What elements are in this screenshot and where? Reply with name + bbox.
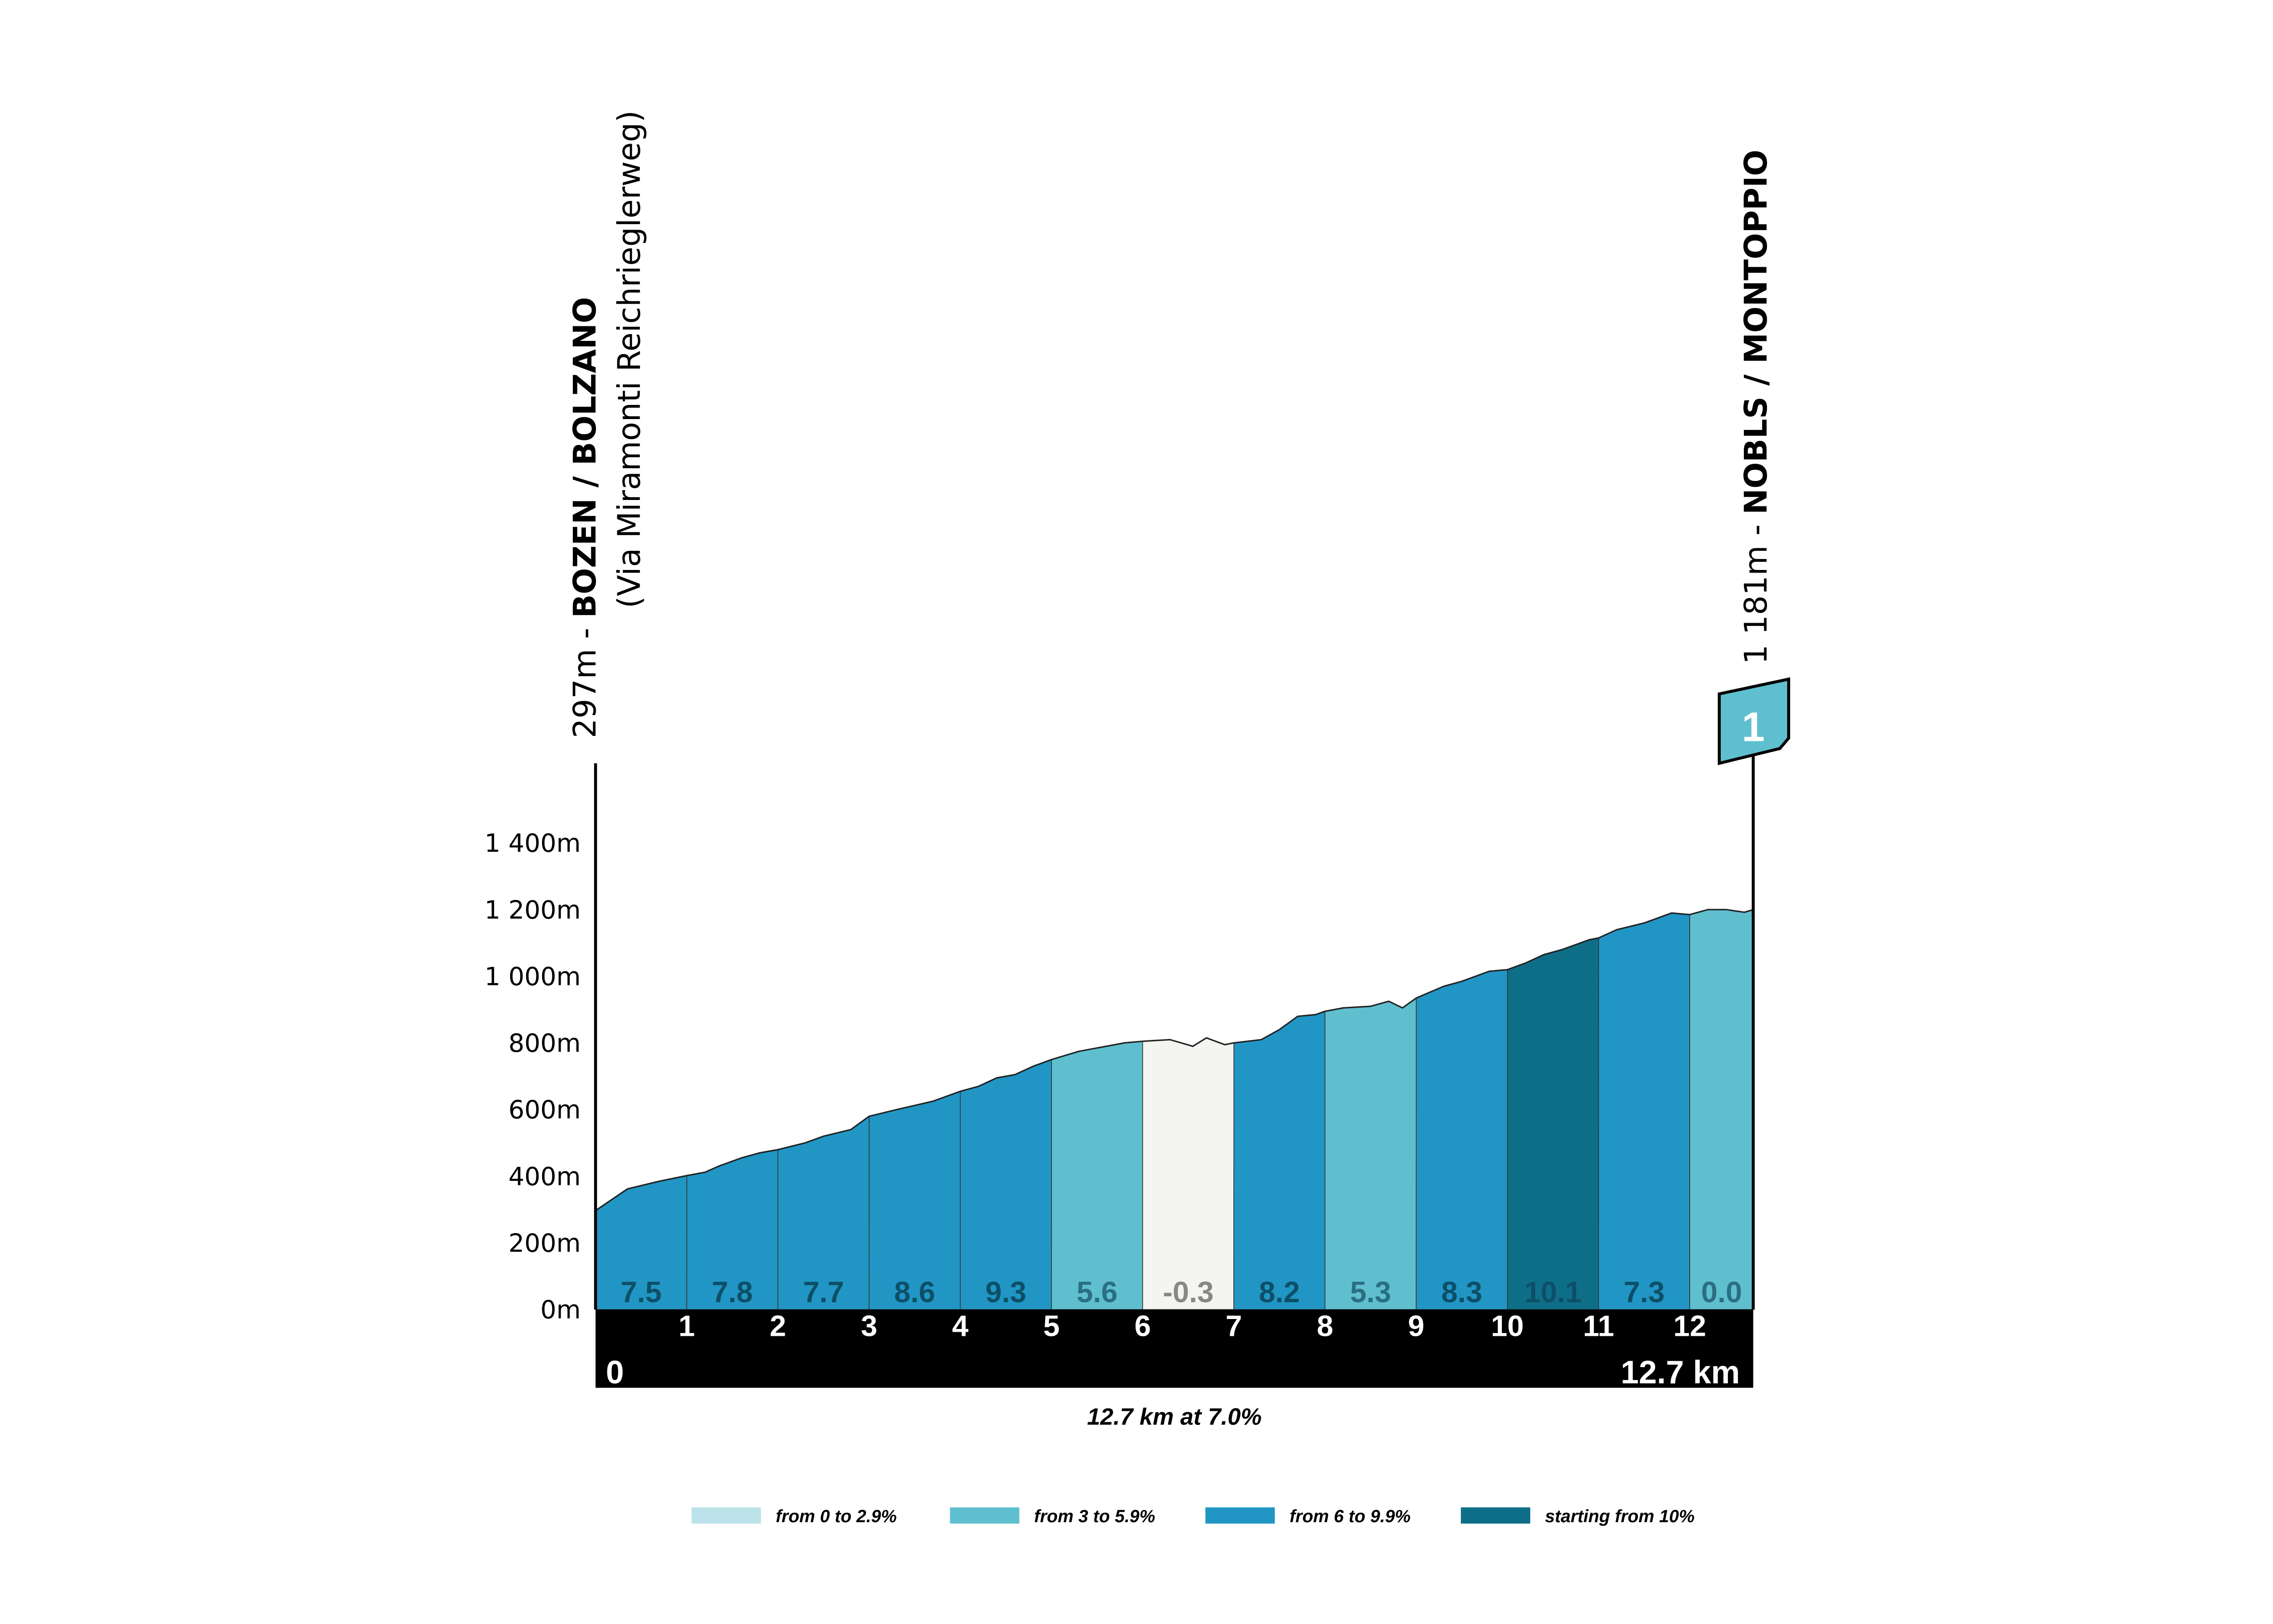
gradient-label: 7.8 [712,1275,753,1309]
x-end-label: 12.7 km [1621,1354,1740,1391]
gradient-label: 8.6 [894,1275,935,1309]
gradient-label: -0.3 [1163,1275,1214,1309]
legend-label: starting from 10% [1545,1507,1695,1526]
x-tick-label: 1 [679,1309,695,1343]
gradient-segment [1233,1010,1326,1310]
gradient-label: 7.7 [803,1275,844,1309]
legend-label: from 3 to 5.9% [1034,1507,1155,1526]
x-tick-label: 5 [1043,1309,1060,1343]
gradient-segment [1689,909,1754,1310]
x-tick-label: 4 [952,1309,968,1343]
y-tick-label: 1 400m [485,829,581,858]
gradient-label: 9.3 [985,1275,1026,1309]
legend-swatch [1461,1507,1531,1524]
start-elevation: 297m - [567,618,603,738]
profile-outline [595,909,1754,1211]
x-tick-label: 8 [1317,1309,1333,1343]
gradient-segments [595,909,1754,1310]
gradient-segment [1416,969,1508,1310]
y-axis: 0m 200m 400m 600m 800m 1 000m 1 200m 1 400m [485,829,581,1324]
x-axis: 1 2 3 4 5 6 7 8 9 10 11 12 [679,1309,1707,1343]
x-tick-label: 3 [861,1309,877,1343]
start-label: 297m - BOZEN / BOLZANO [567,297,603,738]
gradient-label: 5.3 [1350,1275,1391,1309]
end-name: NOBLS / MONTOPPIO [1738,150,1774,515]
legend-label: from 0 to 2.9% [776,1507,896,1526]
y-tick-label: 200m [508,1229,581,1258]
x-tick-label: 7 [1226,1309,1242,1343]
x-tick-label: 11 [1583,1309,1614,1343]
end-elevation: 1 181m - [1738,515,1774,665]
x-axis-band [596,1309,1753,1388]
summary-label: 12.7 km at 7.0% [1087,1404,1262,1430]
finish-flag-icon [1717,677,1790,765]
gradient-label: 8.3 [1441,1275,1482,1309]
gradient-label: 8.2 [1259,1275,1300,1309]
x-start-label: 0 [606,1354,624,1391]
gradient-segment [1324,997,1417,1310]
y-tick-label: 400m [508,1162,581,1191]
gradient-label: 0.0 [1701,1275,1742,1309]
y-tick-label: 800m [508,1029,581,1058]
y-tick-label: 600m [508,1096,581,1125]
gradient-segment [1051,1041,1143,1310]
legend-swatch [1205,1507,1275,1524]
gradient-segment [1142,1037,1235,1310]
gradient-labels: 7.5 7.8 7.7 8.6 9.3 5.6 -0.3 8.2 5.3 8.3 10.1 7.3 0.… [621,1275,1742,1309]
y-tick-label: 1 000m [485,962,581,991]
gradient-segment [1507,937,1599,1310]
legend-label: from 6 to 9.9% [1290,1507,1411,1526]
gradient-label: 7.3 [1624,1275,1665,1309]
legend-swatch [950,1507,1020,1524]
end-label: 1 181m - NOBLS / MONTOPPIO [1738,150,1774,664]
x-tick-label: 6 [1134,1309,1151,1343]
x-tick-label: 9 [1408,1309,1424,1343]
gradient-label: 7.5 [621,1275,661,1309]
y-tick-label: 1 200m [485,896,581,925]
finish-flag-number: 1 [1742,705,1765,750]
gradient-segment [1598,912,1690,1310]
start-sublabel: (Via Miramonti Reichrieglerweg) [612,110,648,608]
gradient-label: 5.6 [1076,1275,1117,1309]
x-tick-label: 10 [1491,1309,1524,1343]
x-tick-label: 2 [770,1309,786,1343]
legend: from 0 to 2.9% from 3 to 5.9% from 6 to 9.… [691,1507,1695,1526]
x-tick-label: 12 [1673,1309,1706,1343]
start-name: BOZEN / BOLZANO [567,297,603,618]
gradient-segment [960,1059,1052,1310]
legend-swatch [691,1507,761,1524]
gradient-label: 10.1 [1524,1275,1582,1309]
y-tick-label: 0m [541,1296,581,1325]
